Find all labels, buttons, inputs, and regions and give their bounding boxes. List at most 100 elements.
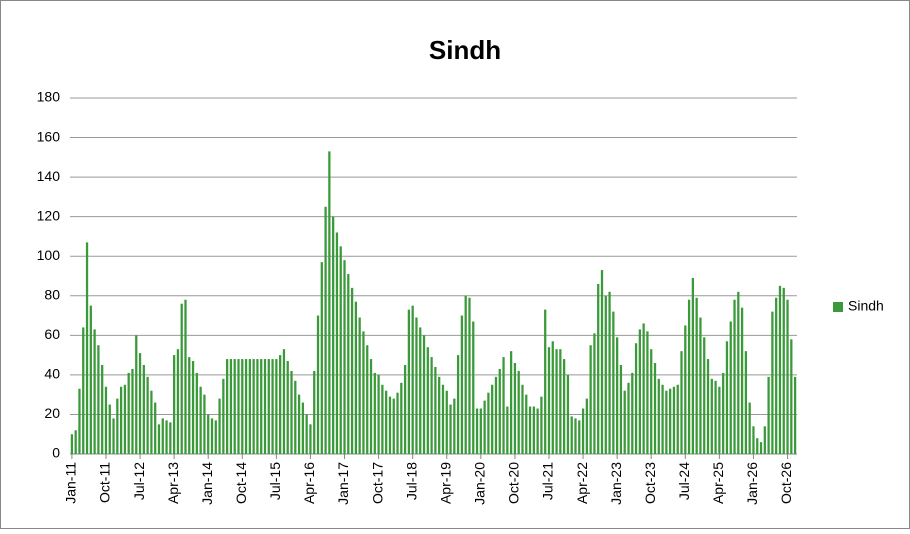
bar [392,398,395,454]
bar [362,331,365,454]
bar [759,442,763,454]
bar [411,305,414,454]
bar [714,380,717,454]
bar [733,299,736,454]
x-tick-label: Jul-21 [540,462,556,500]
bar [93,329,96,454]
bar [104,386,108,454]
bar [544,309,547,454]
bar [123,384,127,454]
bar [385,390,388,454]
bar [752,426,755,454]
bar [279,355,282,454]
bar [256,359,259,454]
bar [89,305,92,454]
bar [691,277,695,454]
bar [699,317,702,454]
bar [623,390,626,454]
bar [665,390,668,454]
bar [464,295,467,454]
bar [597,283,600,454]
bar [335,232,339,454]
bar [328,151,331,454]
x-tick-label: Jan-11 [63,462,79,504]
bar [570,416,573,454]
bar [267,359,270,454]
bar [316,315,320,454]
bar [468,297,471,454]
bar [612,311,615,454]
bar [282,349,286,454]
bar [210,418,214,454]
y-tick-label: 100 [37,247,61,263]
bar [191,361,195,454]
x-tick-label: Jul-12 [131,462,147,500]
bar [748,402,751,454]
bar [339,246,342,454]
bar [112,418,115,454]
bar [309,424,312,454]
bar [290,370,293,454]
bar [373,372,376,454]
bar [244,359,248,454]
bar [313,370,316,454]
bar [195,372,198,454]
bar [756,438,759,454]
bar [226,359,229,454]
bar [525,394,528,454]
bar [574,418,577,454]
bar [415,317,418,454]
bar [532,406,535,454]
bar [710,378,713,454]
bar [188,357,191,454]
bar [180,303,183,454]
bar [343,260,346,454]
bar [263,359,267,454]
bar [172,355,176,454]
bar [680,351,683,454]
bar [472,321,475,454]
x-tick-label: Jan-20 [472,462,488,505]
bar [165,420,168,454]
bar [585,398,588,454]
bar [305,414,308,454]
bar [646,331,649,454]
bar [676,384,679,454]
bar [775,297,778,454]
bar [154,402,157,454]
bar [286,361,289,454]
bar [297,394,301,454]
bar [771,311,774,454]
bar [627,382,630,454]
bar [551,341,554,454]
x-tick-label: Oct-14 [233,462,249,504]
bar [146,376,149,454]
bar [438,376,441,454]
bar [528,406,532,454]
bar [479,408,482,454]
bar [506,406,509,454]
x-tick-label: Jul-24 [676,462,692,500]
bar [184,299,187,454]
bar [320,262,323,454]
bar [521,384,524,454]
bar [101,365,104,454]
bar [358,317,361,454]
bar [536,408,539,454]
bar [260,359,263,454]
bar [218,398,221,454]
y-tick-label: 60 [44,326,60,342]
bar [407,309,411,454]
bar [241,359,244,454]
bar [687,299,691,454]
bar [119,386,123,454]
x-tick-label: Oct-23 [642,462,658,504]
bar [547,347,551,454]
bar [498,368,501,454]
bar [786,299,789,454]
y-tick-label: 160 [37,128,61,144]
x-tick-label: Jul-15 [267,462,283,500]
bar [275,359,278,454]
bar [763,426,766,454]
